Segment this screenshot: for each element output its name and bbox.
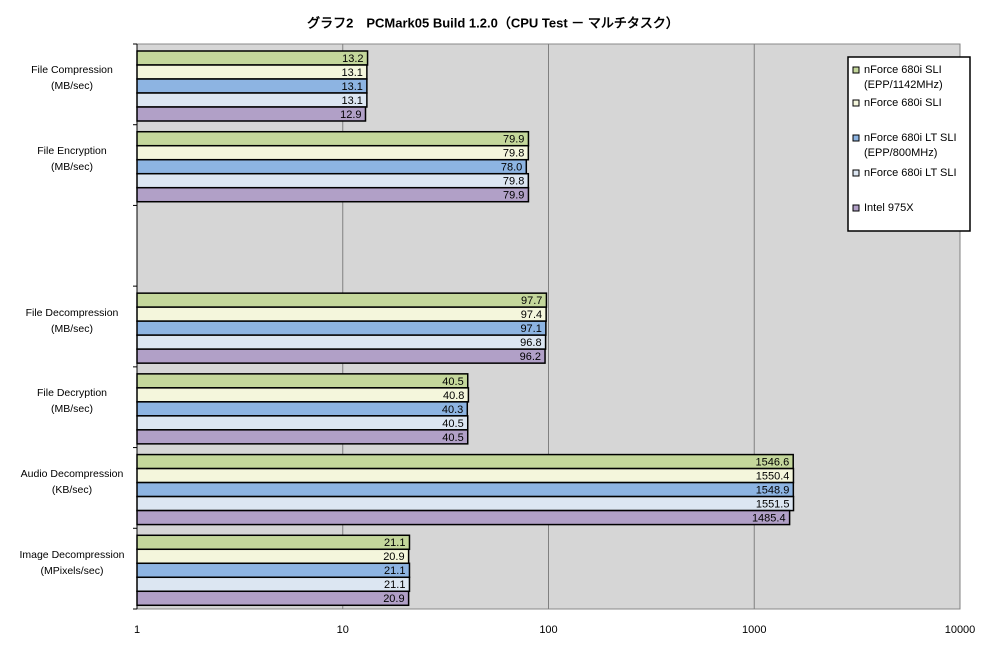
x-tick-label: 1 [134, 624, 140, 636]
value-label: 97.7 [521, 295, 542, 307]
value-label: 79.9 [503, 134, 524, 146]
value-label: 40.5 [442, 376, 463, 388]
legend-label: nForce 680i LT SLI [864, 167, 957, 179]
value-label: 21.1 [384, 565, 405, 577]
value-label: 40.5 [442, 432, 463, 444]
bar [136, 453, 794, 470]
bar [136, 590, 410, 607]
bar [136, 320, 547, 336]
bar [136, 348, 546, 364]
value-label: 40.3 [442, 404, 463, 416]
bar [136, 292, 548, 308]
bar [136, 92, 368, 108]
y-tick-label: File Compression (MB/sec) [31, 64, 113, 93]
value-label: 20.9 [383, 593, 404, 605]
y-tick-label: File Decryption (MB/sec) [36, 387, 108, 416]
value-label: 79.8 [503, 148, 524, 160]
bar [136, 401, 469, 417]
bar [136, 495, 795, 512]
value-label: 1546.6 [756, 456, 790, 468]
bar [136, 50, 369, 66]
bar [136, 186, 530, 203]
y-tick-label: File Encryption (MB/sec) [37, 145, 107, 174]
value-label: 1550.4 [756, 470, 790, 482]
value-label: 40.8 [443, 390, 464, 402]
bar [136, 509, 791, 526]
bar [136, 78, 368, 94]
value-label: 13.1 [341, 67, 362, 79]
y-tick-label: Image Decompression (MPixels/sec) [19, 548, 125, 577]
value-label: 1548.9 [756, 484, 790, 496]
value-label: 13.2 [342, 53, 363, 65]
x-tick-label: 10 [337, 624, 349, 636]
legend-marker [852, 66, 860, 74]
legend-label: nForce 680i SLI (EPP/1142MHz) [864, 64, 943, 91]
value-label: 97.1 [520, 323, 541, 335]
value-label: 13.1 [341, 95, 362, 107]
y-tick-label: File Decompression (MB/sec) [25, 306, 119, 335]
legend-box [847, 56, 971, 232]
value-label: 21.1 [384, 579, 405, 591]
y-tick-label: Audio Decompression (KB/sec) [20, 467, 124, 496]
value-label: 20.9 [383, 551, 404, 563]
bar [136, 158, 528, 175]
value-label: 12.9 [340, 109, 361, 121]
bar [136, 130, 530, 147]
value-label: 97.4 [521, 309, 542, 321]
bar [136, 415, 469, 431]
value-label: 78.0 [501, 162, 522, 174]
legend-marker [852, 99, 860, 107]
value-label: 1485.4 [752, 512, 786, 524]
bar [136, 306, 547, 322]
bar [136, 387, 470, 403]
bar [136, 334, 547, 350]
chart-title: グラフ2 PCMark05 Build 1.2.0（CPU Test － マルチ… [307, 15, 679, 30]
x-tick-label: 1000 [742, 624, 766, 636]
legend-label: nForce 680i LT SLI (EPP/800MHz) [864, 132, 957, 159]
legend-marker [852, 134, 860, 142]
bar [136, 429, 469, 445]
bar [136, 576, 411, 593]
bar [136, 106, 367, 122]
bar [136, 534, 411, 551]
value-label: 96.2 [520, 351, 541, 363]
legend-marker [852, 204, 860, 212]
bar [136, 467, 795, 484]
value-label: 13.1 [341, 81, 362, 93]
bar [136, 172, 530, 189]
value-label: 21.1 [384, 537, 405, 549]
legend-label: nForce 680i SLI [864, 97, 942, 109]
x-tick-label: 100 [539, 624, 557, 636]
bar [136, 373, 469, 389]
value-label: 96.8 [520, 337, 541, 349]
legend-marker [852, 169, 860, 177]
legend-label: Intel 975X [864, 202, 914, 214]
bar [136, 144, 530, 161]
value-label: 40.5 [442, 418, 463, 430]
value-label: 1551.5 [756, 498, 790, 510]
bar [136, 64, 368, 80]
value-label: 79.9 [503, 190, 524, 202]
bar [136, 562, 411, 579]
x-tick-label: 10000 [945, 624, 976, 636]
value-label: 79.8 [503, 176, 524, 188]
bar [136, 481, 795, 498]
bar [136, 548, 410, 565]
